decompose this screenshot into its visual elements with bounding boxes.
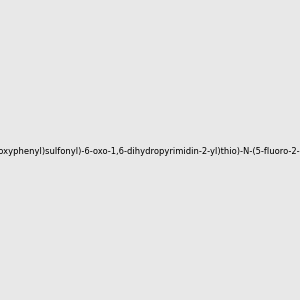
Text: 2-((5-((3-chloro-4-methoxyphenyl)sulfonyl)-6-oxo-1,6-dihydropyrimidin-2-yl)thio): 2-((5-((3-chloro-4-methoxyphenyl)sulfony… — [0, 147, 300, 156]
